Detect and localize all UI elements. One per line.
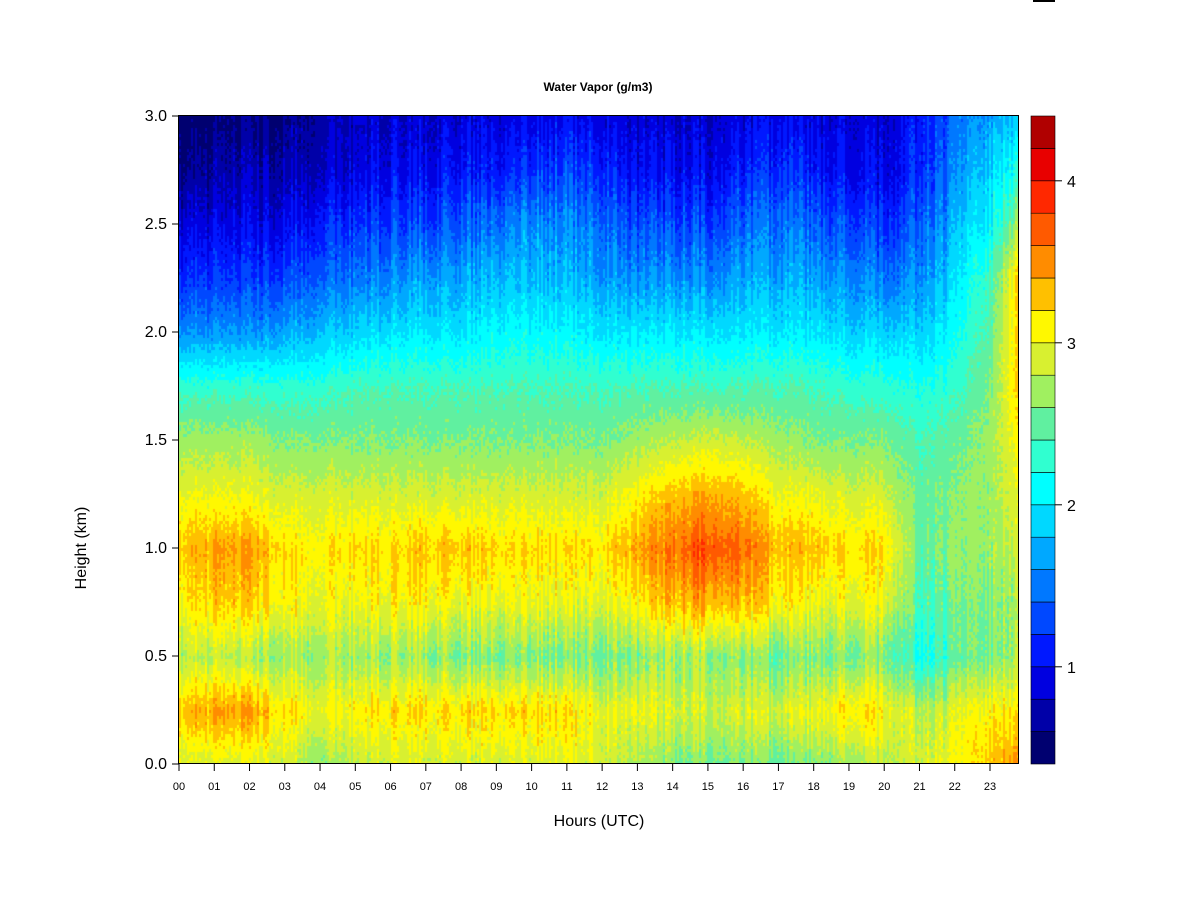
x-tick-label: 23: [984, 781, 996, 793]
x-tick-label: 12: [596, 781, 608, 793]
colorbar-band: [1030, 439, 1056, 473]
colorbar-band: [1030, 536, 1056, 570]
colorbar-band: [1030, 277, 1056, 311]
colorbar-band: [1030, 342, 1056, 376]
colorbar-band: [1030, 310, 1056, 344]
colorbar-band: [1030, 731, 1056, 765]
colorbar-band: [1030, 245, 1056, 279]
colorbar-band: [1030, 472, 1056, 506]
x-tick-label: 18: [808, 781, 820, 793]
x-tick-label: 00: [173, 781, 185, 793]
x-tick-label: 21: [913, 781, 925, 793]
y-tick-label: 1.5: [145, 432, 167, 449]
x-tick-label: 03: [279, 781, 291, 793]
x-tick-label: 14: [667, 781, 679, 793]
colorbar-band: [1030, 698, 1056, 732]
colorbar-band: [1030, 666, 1056, 700]
colorbar-band: [1030, 374, 1056, 408]
x-tick-label: 20: [878, 781, 890, 793]
x-tick-label: 05: [349, 781, 361, 793]
colorbar-band: [1030, 180, 1056, 214]
y-tick-label: 0.0: [145, 756, 167, 773]
colorbar-band: [1030, 569, 1056, 603]
x-tick-label: 01: [208, 781, 220, 793]
x-tick-label: 11: [561, 781, 572, 793]
colorbar-tick-label: 2: [1067, 498, 1076, 515]
x-tick-label: 16: [737, 781, 749, 793]
x-tick-label: 17: [772, 781, 784, 793]
y-tick-label: 3.0: [145, 108, 167, 125]
x-tick-label: 10: [525, 781, 537, 793]
colorbar-band: [1030, 634, 1056, 668]
x-tick-label: 08: [455, 781, 467, 793]
x-tick-label: 07: [420, 781, 432, 793]
colorbar-tick-label: 3: [1067, 336, 1076, 353]
x-tick-label: 19: [843, 781, 855, 793]
heatmap-plot-area: [179, 116, 1019, 764]
colorbar-band: [1030, 115, 1056, 149]
x-tick-label: 13: [631, 781, 643, 793]
colorbar-tick-label: 4: [1067, 174, 1076, 191]
colorbar-band: [1030, 504, 1056, 538]
x-tick-label: 15: [702, 781, 714, 793]
x-tick-label: 09: [490, 781, 502, 793]
x-tick-label: 06: [384, 781, 396, 793]
colorbar-band: [1030, 148, 1056, 182]
chart-title: Water Vapor (g/m3): [543, 80, 653, 94]
x-tick-label: 04: [314, 781, 326, 793]
y-axis-label: Height (km): [73, 506, 90, 590]
corner-mark: [1033, 0, 1055, 2]
x-tick-label: 02: [243, 781, 255, 793]
colorbar-band: [1030, 407, 1056, 441]
x-tick-label: 22: [949, 781, 961, 793]
colorbar-band: [1030, 212, 1056, 246]
colorbar-tick-label: 1: [1067, 660, 1076, 677]
y-tick-label: 2.0: [145, 324, 167, 341]
colorbar-band: [1030, 601, 1056, 635]
y-tick-label: 1.0: [145, 540, 167, 557]
y-tick-label: 0.5: [145, 648, 167, 665]
x-axis-label: Hours (UTC): [553, 813, 645, 830]
y-tick-label: 2.5: [145, 216, 167, 233]
